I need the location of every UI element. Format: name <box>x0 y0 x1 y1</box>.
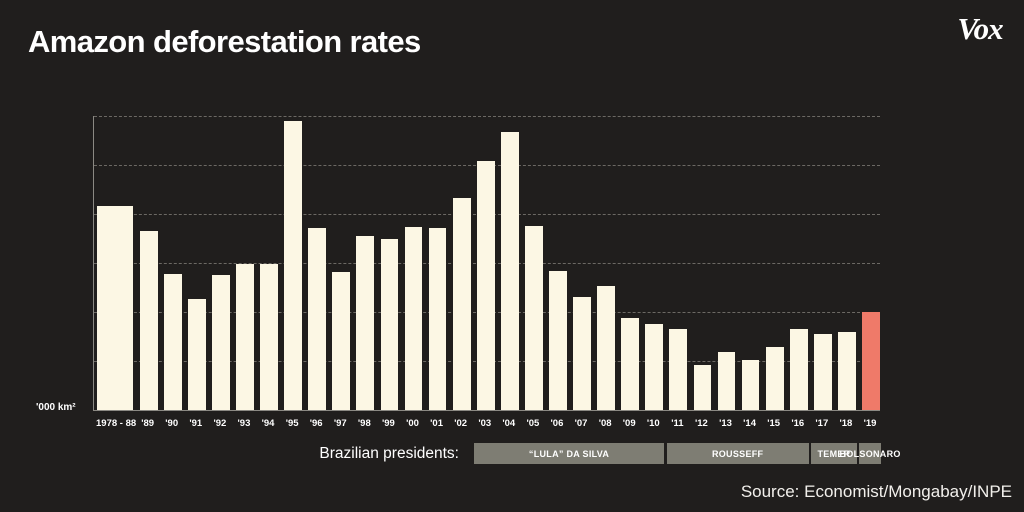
bar[interactable] <box>452 198 471 410</box>
bar[interactable] <box>693 364 712 410</box>
vox-logo-icon: Vox <box>957 11 1003 46</box>
bar[interactable] <box>525 225 543 410</box>
bar[interactable] <box>236 263 254 410</box>
x-axis-tick-label: '08 <box>598 418 612 429</box>
bar[interactable] <box>813 333 832 410</box>
bar[interactable] <box>789 328 808 410</box>
x-axis-tick-label: '94 <box>261 418 275 429</box>
page-title: Amazon deforestation rates <box>28 24 421 59</box>
bar[interactable] <box>404 226 423 410</box>
x-axis-tick-label: '03 <box>478 418 492 429</box>
x-axis-tick-label: '99 <box>382 418 395 429</box>
x-axis-tick-label: '91 <box>189 418 203 429</box>
bar[interactable] <box>476 161 495 410</box>
x-axis-tick-label: '96 <box>309 418 323 429</box>
y-axis-unit-label: '000 km² <box>36 402 76 413</box>
x-axis-tick-label: '10 <box>646 418 660 429</box>
x-axis-tick-label: '06 <box>550 418 564 429</box>
x-axis-tick-label: '04 <box>502 418 516 429</box>
x-axis-tick-label: '90 <box>165 418 179 429</box>
president-term-band: BOLSONARO <box>840 443 900 464</box>
x-axis-tick-label: '05 <box>526 418 540 429</box>
x-axis-tick-label: '18 <box>839 418 853 429</box>
bar[interactable] <box>862 312 880 410</box>
x-axis-tick-label: '97 <box>333 418 347 429</box>
x-axis-tick-label: '15 <box>767 418 781 429</box>
x-axis-tick-label: '12 <box>695 418 708 429</box>
presidents-label: Brazilian presidents: <box>319 445 459 462</box>
bar[interactable] <box>669 328 688 410</box>
source-note: Source: Economist/Mongabay/INPE <box>740 482 1012 501</box>
president-term-band: “LULA” DA SILVA <box>473 443 665 464</box>
x-axis-tick-label: '93 <box>237 418 251 429</box>
gridline <box>94 116 880 117</box>
x-axis: 1978 - 88 '89 '90 '91 '92 '93 '94 '95 '96 '97 '98 '… <box>96 418 879 429</box>
bar[interactable] <box>549 270 567 410</box>
bar[interactable] <box>187 299 206 410</box>
bar[interactable] <box>211 274 230 410</box>
x-axis-tick-label: '98 <box>357 418 371 429</box>
bar[interactable] <box>741 360 760 410</box>
bar[interactable] <box>645 323 664 410</box>
bar[interactable] <box>284 120 302 410</box>
x-axis-tick-label: '07 <box>574 418 588 429</box>
bar[interactable] <box>260 263 278 410</box>
x-axis-tick-label: '19 <box>863 418 877 429</box>
president-term-band: ROUSSEFF <box>666 443 809 464</box>
x-axis-tick-label: '95 <box>285 418 299 429</box>
x-axis-tick-label: '11 <box>671 418 684 429</box>
bar[interactable] <box>428 227 447 410</box>
bar[interactable] <box>500 131 519 410</box>
bar[interactable] <box>597 285 616 410</box>
bar[interactable] <box>308 227 327 410</box>
x-axis-tick-label: '14 <box>743 418 756 429</box>
x-axis-tick-label: '92 <box>213 418 227 429</box>
bar[interactable] <box>332 271 351 410</box>
plot-area <box>93 116 880 411</box>
bar-series <box>97 116 880 410</box>
bar[interactable] <box>621 317 640 410</box>
x-axis-tick-label: '00 <box>406 418 419 429</box>
bar[interactable] <box>765 347 784 410</box>
presidents-row: Brazilian presidents: “LULA” DA SILVA ROU… <box>0 443 1024 464</box>
x-axis-tick-label: 1978 - 88 <box>96 418 137 429</box>
x-axis-tick-label: '13 <box>719 418 732 429</box>
x-axis-tick-label: '02 <box>454 418 468 429</box>
x-axis-tick-label: '01 <box>430 418 443 429</box>
bar[interactable] <box>717 352 736 410</box>
bar[interactable] <box>356 235 375 410</box>
bar[interactable] <box>573 297 591 410</box>
bar[interactable] <box>139 230 158 410</box>
x-axis-tick-label: '09 <box>622 418 636 429</box>
bar[interactable] <box>380 239 399 410</box>
bar[interactable] <box>163 273 182 410</box>
x-axis-tick-label: '16 <box>791 418 805 429</box>
x-axis-tick-label: '89 <box>141 418 155 429</box>
bar[interactable] <box>97 206 134 410</box>
bar[interactable] <box>838 331 856 410</box>
x-axis-tick-label: '17 <box>815 418 829 429</box>
president-term-band: TEMER <box>811 443 857 464</box>
